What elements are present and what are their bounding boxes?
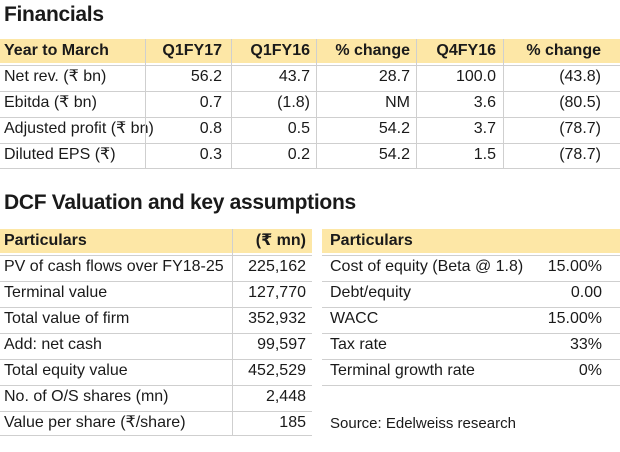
row-divider: [0, 117, 620, 118]
financials-row-label: Net rev. (₹ bn): [4, 68, 107, 85]
row-divider: [322, 281, 620, 282]
dcf-cell: 127,770: [248, 284, 306, 301]
assumption-value: 0.00: [570, 284, 602, 301]
row-divider: [322, 255, 620, 256]
column-divider: [503, 39, 504, 169]
financials-header-cell: Year to March: [4, 42, 109, 59]
financials-cell: 1.5: [473, 146, 496, 163]
dcf-row-label: Add: net cash: [4, 336, 102, 353]
dcf-row-label: Value per share (₹/share): [4, 414, 186, 431]
financials-cell: 3.7: [473, 120, 496, 137]
assumption-label: WACC: [330, 310, 379, 327]
financials-cell: 0.3: [199, 146, 222, 163]
financials-cell: (1.8): [277, 94, 310, 111]
dcf-header-cell: Particulars: [4, 232, 87, 249]
row-divider: [0, 65, 620, 66]
financials-cell: 43.7: [278, 68, 310, 85]
financials-cell: (43.8): [559, 68, 601, 85]
financials-cell: (78.7): [559, 146, 601, 163]
dcf-row-label: No. of O/S shares (mn): [4, 388, 169, 405]
dcf-row-label: Terminal value: [4, 284, 108, 301]
assumption-value: 33%: [569, 336, 602, 353]
row-divider: [0, 255, 312, 256]
row-divider: [322, 333, 620, 334]
row-divider: [0, 411, 312, 412]
source-note: Source: Edelweiss research: [330, 415, 516, 432]
assumption-label: Debt/equity: [330, 284, 411, 301]
financials-header-cell: Q1FY16: [250, 42, 310, 59]
assumption-value: 15.00%: [547, 258, 602, 275]
financials-cell: 0.2: [287, 146, 310, 163]
dcf-row-label: Total value of firm: [4, 310, 130, 327]
financials-cell: 0.5: [287, 120, 310, 137]
dcf-cell: 225,162: [248, 258, 306, 275]
financials-cell: (80.5): [559, 94, 601, 111]
row-divider: [0, 91, 620, 92]
financials-cell: 0.8: [199, 120, 222, 137]
financials-cell: 56.2: [190, 68, 222, 85]
financials-row-label: Adjusted profit (₹ bn): [4, 120, 154, 137]
row-divider: [0, 281, 312, 282]
dcf-cell: 185: [279, 414, 306, 431]
dcf-row-label: Total equity value: [4, 362, 128, 379]
dcf-title: DCF Valuation and key assumptions: [4, 191, 356, 214]
financials-header-cell: % change: [526, 42, 601, 59]
financials-cell: 54.2: [378, 146, 410, 163]
row-divider: [0, 333, 312, 334]
column-divider: [145, 39, 146, 169]
row-divider: [0, 435, 312, 436]
column-divider: [316, 39, 317, 169]
financials-row-label: Ebitda (₹ bn): [4, 94, 97, 111]
financials-cell: 54.2: [378, 120, 410, 137]
financials-cell: 3.6: [473, 94, 496, 111]
row-divider: [322, 385, 620, 386]
financials-title: Financials: [4, 3, 104, 26]
assumptions-header-cell: [510, 229, 602, 253]
assumption-label: Cost of equity (Beta @ 1.8): [330, 258, 524, 275]
assumption-value: 0%: [578, 362, 602, 379]
dcf-row-label: PV of cash flows over FY18-25: [4, 258, 224, 275]
row-divider: [322, 307, 620, 308]
financials-header-band: [0, 39, 620, 63]
dcf-cell: 352,932: [248, 310, 306, 327]
column-divider: [231, 39, 232, 169]
financials-header-cell: Q1FY17: [162, 42, 222, 59]
row-divider: [0, 359, 312, 360]
assumption-label: Terminal growth rate: [330, 362, 475, 379]
row-divider: [0, 385, 312, 386]
financials-cell: 28.7: [378, 68, 410, 85]
financials-cell: (78.7): [559, 120, 601, 137]
dcf-header-band: [0, 229, 312, 253]
dcf-header-cell: (₹ mn): [255, 232, 306, 249]
dcf-cell: 2,448: [265, 388, 306, 405]
row-divider: [322, 359, 620, 360]
financials-cell: 0.7: [199, 94, 222, 111]
assumptions-header-band: [322, 229, 620, 253]
row-divider: [0, 168, 620, 169]
dcf-cell: 99,597: [257, 336, 306, 353]
dcf-cell: 452,529: [248, 362, 306, 379]
financials-header-cell: Q4FY16: [436, 42, 496, 59]
financials-header-cell: % change: [335, 42, 410, 59]
assumptions-header-cell: Particulars: [330, 232, 413, 249]
financials-cell: 100.0: [455, 68, 496, 85]
column-divider: [232, 229, 233, 435]
financials-cell: NM: [385, 94, 410, 111]
row-divider: [0, 143, 620, 144]
assumption-value: 15.00%: [547, 310, 602, 327]
financials-row-label: Diluted EPS (₹): [4, 146, 116, 163]
row-divider: [0, 307, 312, 308]
column-divider: [416, 39, 417, 169]
assumption-label: Tax rate: [330, 336, 387, 353]
